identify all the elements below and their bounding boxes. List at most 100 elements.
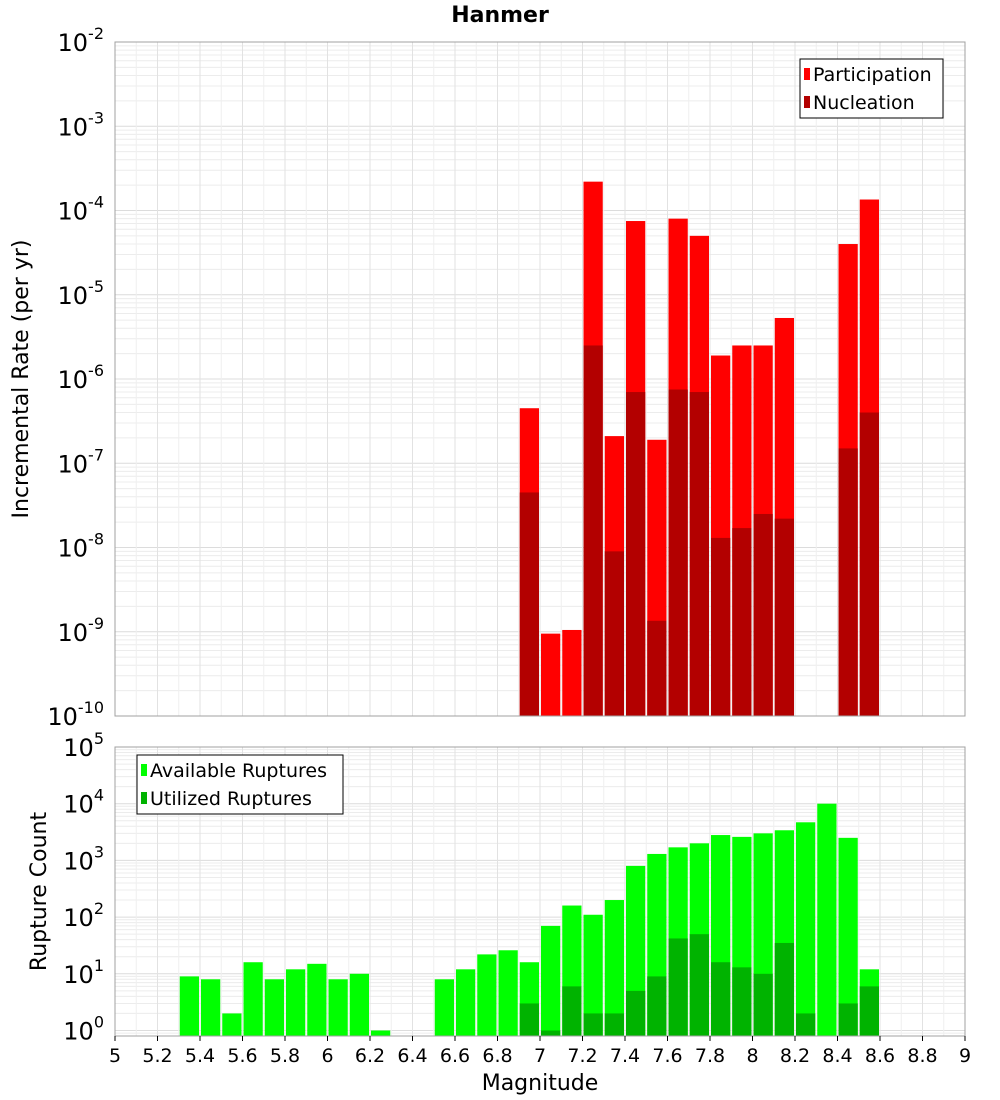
bottom-legend-label: Available Ruptures <box>150 760 327 782</box>
bottom-x-tick-label: 6.2 <box>355 1045 385 1067</box>
bottom-bar-series1 <box>371 1030 391 1036</box>
bottom-bar-series1 <box>179 976 199 1036</box>
bottom-x-tick-label: 8.4 <box>822 1045 852 1067</box>
bottom-bar-series2 <box>689 934 709 1036</box>
bottom-bar-series1 <box>286 969 306 1036</box>
top-bar-series2 <box>774 518 794 716</box>
bottom-bar-series1 <box>201 979 221 1036</box>
bottom-x-tick-label: 7.2 <box>567 1045 597 1067</box>
top-y-axis-label: Incremental Rate (per yr) <box>9 240 34 519</box>
top-y-tick-label: 10-8 <box>58 530 105 563</box>
top-bar-series2 <box>838 448 858 716</box>
bottom-bar-series2 <box>583 1013 603 1036</box>
bottom-x-tick-label: 6.8 <box>482 1045 512 1067</box>
bottom-legend-swatch <box>141 792 147 804</box>
bottom-bar-series1 <box>349 973 369 1036</box>
bottom-bar-series2 <box>562 986 582 1036</box>
bottom-bar-series2 <box>647 976 667 1036</box>
bottom-bar-series1 <box>477 954 497 1036</box>
bottom-x-tick-label: 7 <box>534 1045 546 1067</box>
top-bar-series2 <box>647 620 667 716</box>
top-bar-series2 <box>859 412 879 716</box>
bottom-legend-box <box>136 754 344 815</box>
top-bar-series2 <box>519 492 539 716</box>
top-bar-series1 <box>562 629 582 716</box>
top-legend-box <box>799 58 944 119</box>
bottom-y-tick-label: 103 <box>63 842 104 875</box>
bottom-bar-series2 <box>859 986 879 1036</box>
top-bar-series2 <box>753 513 773 716</box>
bottom-x-tick-label: 5.2 <box>142 1045 172 1067</box>
bottom-bar-series2 <box>732 967 752 1036</box>
bottom-x-tick-label: 5 <box>109 1045 121 1067</box>
bottom-y-tick-label: 102 <box>63 899 104 932</box>
bottom-x-tick-label: 5.8 <box>270 1045 300 1067</box>
top-bar-series2 <box>711 537 731 716</box>
bottom-bar-series1 <box>583 914 603 1036</box>
bottom-bar-series2 <box>753 973 773 1036</box>
bottom-bar-series2 <box>711 962 731 1036</box>
bottom-x-tick-label: 6.4 <box>397 1045 427 1067</box>
top-legend-label: Participation <box>813 64 932 86</box>
bottom-legend-swatch <box>141 764 147 776</box>
top-legend-label: Nucleation <box>813 92 915 114</box>
bottom-x-tick-label: 6.6 <box>440 1045 470 1067</box>
x-axis-label: Magnitude <box>482 1071 599 1096</box>
bottom-bar-series1 <box>796 822 816 1036</box>
bottom-bar-series1 <box>817 803 837 1036</box>
bottom-bar-series2 <box>626 990 646 1036</box>
bottom-y-tick-label: 105 <box>63 729 104 762</box>
top-bar-series2 <box>626 392 646 716</box>
bottom-bar-series1 <box>264 979 284 1036</box>
top-y-tick-label: 10-6 <box>58 361 105 394</box>
bottom-x-tick-label: 6 <box>321 1045 333 1067</box>
bottom-legend-label: Utilized Ruptures <box>150 788 312 810</box>
top-bar-series2 <box>732 528 752 716</box>
top-y-tick-label: 10-5 <box>58 277 105 310</box>
bottom-bar-series1 <box>307 963 327 1036</box>
bottom-y-tick-label: 101 <box>63 956 104 989</box>
bottom-x-tick-label: 9 <box>959 1045 971 1067</box>
bottom-bar-series1 <box>604 900 624 1036</box>
bottom-bar-series2 <box>668 938 688 1036</box>
bottom-y-axis-label: Rupture Count <box>27 812 52 972</box>
bottom-x-tick-label: 8 <box>746 1045 758 1067</box>
top-y-tick-label: 10-4 <box>58 193 105 226</box>
top-bar-series1 <box>541 633 561 716</box>
bottom-x-tick-label: 8.6 <box>865 1045 895 1067</box>
bottom-bar-series2 <box>519 1003 539 1036</box>
top-bar-series2 <box>668 389 688 716</box>
bottom-plot-area: 100 101 102 103 104 105 Rupture Count 5 5.2 5.4 5.… <box>27 729 971 1067</box>
top-y-tick-label: 10-3 <box>58 108 105 141</box>
bottom-x-tick-label: 8.2 <box>780 1045 810 1067</box>
bottom-bar-series1 <box>838 837 858 1036</box>
bottom-bar-series2 <box>604 1013 624 1036</box>
top-plot-frame <box>114 41 966 717</box>
bottom-bar-series1 <box>328 979 348 1036</box>
top-plot-area: 10-10 10-9 10-8 10-7 10-6 10-5 10-4 10-3 10-2 Inc… <box>9 24 966 731</box>
top-y-tick-label: 10-2 <box>58 24 105 57</box>
bottom-bar-series1 <box>541 925 561 1036</box>
top-y-tick-label: 10-7 <box>58 445 105 478</box>
top-y-tick-label: 10-10 <box>47 698 104 731</box>
bottom-bar-series2 <box>838 1003 858 1036</box>
top-y-tick-label: 10-9 <box>58 614 105 647</box>
bottom-y-tick-label: 100 <box>63 1013 104 1046</box>
bottom-bar-series1 <box>498 950 518 1036</box>
bottom-bar-series1 <box>243 962 263 1036</box>
chart-title: Hanmer <box>451 3 549 28</box>
bottom-x-tick-label: 7.8 <box>695 1045 725 1067</box>
bottom-x-tick-label: 7.6 <box>652 1045 682 1067</box>
bottom-bar-series2 <box>541 1030 561 1036</box>
bottom-y-tick-label: 104 <box>63 786 104 819</box>
bottom-bar-series2 <box>796 1013 816 1036</box>
bottom-x-tick-label: 8.8 <box>907 1045 937 1067</box>
bottom-x-tick-label: 5.4 <box>185 1045 215 1067</box>
bottom-x-tick-label: 7.4 <box>610 1045 640 1067</box>
bottom-bar-series1 <box>222 1013 242 1036</box>
top-legend-swatch <box>804 96 810 108</box>
top-bar-series2 <box>604 551 624 716</box>
top-bar-series2 <box>689 392 709 716</box>
bottom-x-tick-label: 5.6 <box>227 1045 257 1067</box>
